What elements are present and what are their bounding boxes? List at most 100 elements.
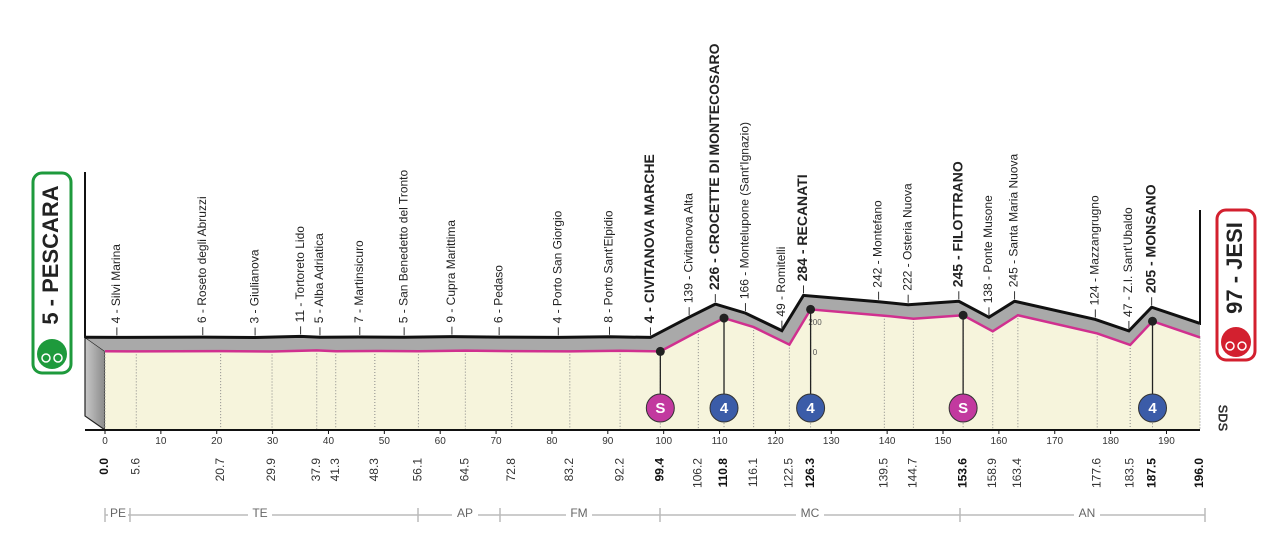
alt-tick-label: 0 bbox=[813, 348, 818, 357]
marker-dot bbox=[1148, 316, 1158, 326]
distance-label: 20.7 bbox=[213, 458, 227, 482]
km-tick-label: 0 bbox=[102, 436, 108, 447]
distance-label: 41.3 bbox=[328, 458, 342, 482]
km-tick-label: 50 bbox=[379, 436, 391, 447]
waypoint-label: 9 - Cupra Marittima bbox=[444, 220, 458, 323]
waypoint-label: 6 - Pedaso bbox=[491, 265, 505, 323]
waypoint-label: 138 - Ponte Musone bbox=[981, 195, 995, 303]
waypoint-label: 47 - Z.I. Sant'Ubaldo bbox=[1121, 207, 1135, 317]
distance-label: 92.2 bbox=[612, 458, 626, 482]
waypoint-label: 245 - Santa Maria Nuova bbox=[1007, 154, 1021, 288]
province-bg bbox=[248, 505, 272, 523]
waypoint-label: 11 - Tortoreto Lido bbox=[293, 226, 307, 323]
distance-label: 37.9 bbox=[309, 458, 323, 482]
waypoint-label: 222 - Osteria Nuova bbox=[900, 183, 914, 291]
waypoint-label: 245 - FILOTTRANO bbox=[949, 161, 965, 287]
distance-label: 158.9 bbox=[985, 458, 999, 488]
waypoint-label: 5 - San Benedetto del Tronto bbox=[396, 169, 410, 323]
province: FM bbox=[570, 506, 587, 520]
climb-marker bbox=[709, 393, 739, 423]
waypoint-label: 242 - Montefano bbox=[871, 200, 885, 288]
marker-dot bbox=[806, 304, 816, 314]
km-tick-label: 60 bbox=[435, 436, 447, 447]
distance-label: 64.5 bbox=[458, 458, 472, 482]
marker-label: S bbox=[958, 400, 968, 417]
km-tick-label: 20 bbox=[211, 436, 223, 447]
distance-label: 177.6 bbox=[1089, 458, 1103, 488]
icon-wheel bbox=[1237, 341, 1247, 351]
province-bg bbox=[796, 505, 824, 523]
province: AN bbox=[1079, 506, 1096, 520]
marker-label: 4 bbox=[806, 400, 815, 417]
waypoint-label: 4 - Porto San Giorgio bbox=[550, 210, 564, 323]
icon-wheel bbox=[1225, 341, 1235, 351]
waypoint-label: 49 - Romitelli bbox=[774, 247, 788, 317]
start-sign bbox=[31, 171, 73, 375]
distance-label: 144.7 bbox=[906, 458, 920, 488]
km-tick-label: 140 bbox=[879, 436, 896, 447]
km-tick-label: 10 bbox=[155, 436, 167, 447]
marker-dot bbox=[655, 346, 665, 356]
waypoint-label: 4 - CIVITANOVA MARCHE bbox=[641, 154, 657, 323]
distance-label: 183.5 bbox=[1122, 458, 1136, 488]
icon-wheel bbox=[41, 353, 51, 363]
province-bg bbox=[566, 505, 592, 523]
marker-dot bbox=[958, 310, 968, 320]
marker-label: 4 bbox=[720, 400, 729, 417]
province: AP bbox=[457, 506, 473, 520]
icon-wheel bbox=[53, 353, 63, 363]
climb-marker bbox=[796, 393, 826, 423]
waypoint-label: 4 - Silvi Marina bbox=[109, 244, 123, 324]
waypoint-label: 8 - Porto Sant'Elpidio bbox=[602, 210, 616, 323]
distance-label: 139.5 bbox=[877, 458, 891, 488]
distance-label: 116.1 bbox=[746, 458, 760, 487]
distance-label: 106.2 bbox=[690, 458, 704, 488]
marker-dot bbox=[719, 313, 729, 323]
waypoint-label: 7 - Martinsicuro bbox=[352, 240, 366, 323]
waypoint-label: 5 - Alba Adriatica bbox=[312, 233, 326, 323]
km-tick-label: 80 bbox=[546, 436, 558, 447]
distance-label: 5.6 bbox=[128, 458, 142, 475]
province: TE bbox=[252, 506, 267, 520]
km-tick-label: 110 bbox=[712, 436, 728, 447]
climb-marker bbox=[1138, 393, 1168, 423]
distance-label: 83.2 bbox=[562, 458, 576, 482]
marker-label: 4 bbox=[1148, 400, 1157, 417]
start-icon bbox=[37, 339, 67, 369]
province-bg bbox=[108, 505, 128, 523]
km-tick-label: 190 bbox=[1158, 436, 1175, 447]
profile-top bbox=[84, 293, 1201, 340]
finish-sign bbox=[1215, 208, 1257, 362]
distance-label: 56.1 bbox=[411, 458, 425, 482]
km-tick-label: 130 bbox=[823, 436, 840, 447]
distance-label: 72.8 bbox=[504, 458, 518, 482]
profile-side bbox=[84, 336, 106, 432]
province-bar bbox=[104, 508, 1206, 522]
km-tick-label: 90 bbox=[602, 436, 614, 447]
start-label: 5 - PESCARA bbox=[38, 185, 63, 324]
waypoint-label: 6 - Roseto degli Abruzzi bbox=[195, 196, 209, 323]
profile-area bbox=[105, 309, 1200, 430]
distance-label: 163.4 bbox=[1010, 458, 1024, 488]
distance-label: 48.3 bbox=[367, 458, 381, 482]
km-tick-label: 70 bbox=[491, 436, 503, 447]
logo: SDS bbox=[1216, 405, 1231, 432]
waypoint-label: 3 - Giulianova bbox=[247, 249, 261, 323]
km-tick-label: 180 bbox=[1102, 436, 1119, 447]
distance-label: 122.5 bbox=[782, 458, 796, 488]
waypoint-label: 284 - RECANATI bbox=[794, 174, 810, 281]
distance-label: 126.3 bbox=[803, 458, 817, 488]
finish-icon bbox=[1221, 327, 1251, 357]
km-tick-label: 170 bbox=[1046, 436, 1063, 447]
waypoint-label: 226 - CROCETTE DI MONTECOSARO bbox=[706, 43, 722, 290]
waypoint-label: 124 - Mazzangrugno bbox=[1087, 195, 1101, 305]
profile-line bbox=[104, 308, 1201, 353]
distance-label: 187.5 bbox=[1145, 458, 1159, 488]
km-tick-label: 40 bbox=[323, 436, 335, 447]
alt-tick-label: 200 bbox=[808, 318, 822, 327]
km-tick-label: 120 bbox=[767, 436, 784, 447]
sprint-marker bbox=[948, 393, 978, 423]
marker-label: S bbox=[655, 400, 665, 417]
distance-label: 29.9 bbox=[264, 458, 278, 482]
